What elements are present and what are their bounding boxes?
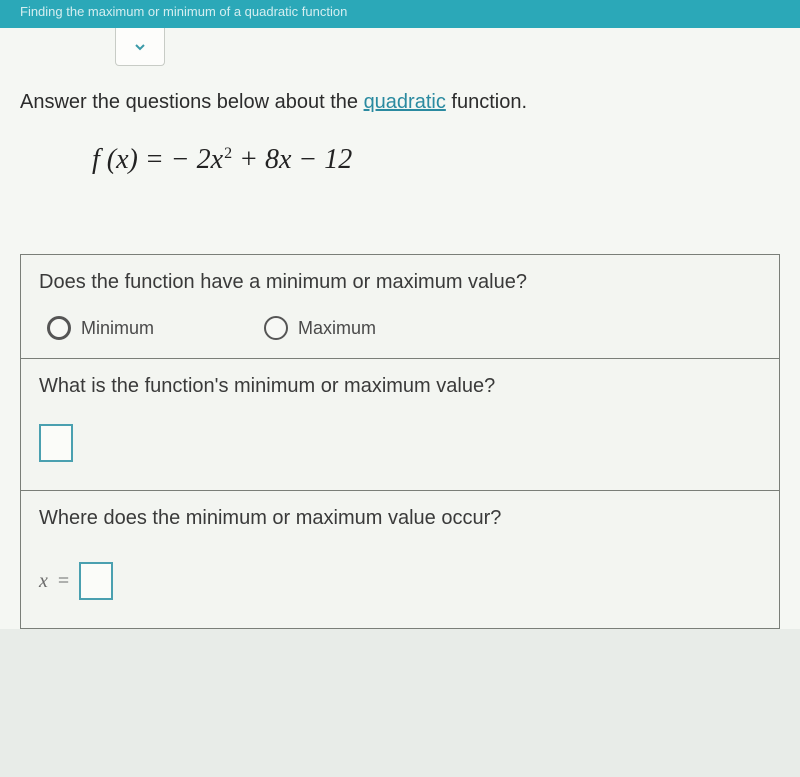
- quadratic-link[interactable]: quadratic: [364, 91, 446, 113]
- q3-equals: =: [58, 570, 69, 593]
- equation-display: f (x) = − 2x2 + 8x − 12: [20, 116, 780, 186]
- expand-dropdown[interactable]: [115, 28, 165, 66]
- question-1: Does the function have a minimum or maxi…: [21, 255, 779, 359]
- radio-maximum[interactable]: Maximum: [264, 316, 376, 340]
- prompt-post: function.: [446, 91, 527, 113]
- question-3: Where does the minimum or maximum value …: [21, 491, 779, 628]
- prompt-area: Answer the questions below about the qua…: [0, 66, 800, 194]
- radio-maximum-label: Maximum: [298, 318, 376, 339]
- eq-lhs: f (x) =: [92, 144, 171, 175]
- content-area: Answer the questions below about the qua…: [0, 28, 800, 629]
- header-bar: Finding the maximum or minimum of a quad…: [0, 0, 800, 28]
- chevron-down-icon: [132, 39, 148, 55]
- prompt-pre: Answer the questions below about the: [20, 91, 364, 113]
- radio-maximum-circle: [264, 316, 288, 340]
- eq-exp: 2: [224, 145, 232, 162]
- q3-equation: x =: [39, 556, 761, 600]
- q3-var: x: [39, 570, 48, 593]
- q3-label: Where does the minimum or maximum value …: [39, 507, 761, 530]
- question-2: What is the function's minimum or maximu…: [21, 359, 779, 491]
- q2-answer-input[interactable]: [39, 424, 73, 462]
- prompt-text: Answer the questions below about the qua…: [20, 88, 780, 116]
- q2-label: What is the function's minimum or maximu…: [39, 375, 761, 398]
- radio-minimum-label: Minimum: [81, 318, 154, 339]
- radio-minimum[interactable]: Minimum: [47, 316, 154, 340]
- header-title: Finding the maximum or minimum of a quad…: [20, 4, 347, 19]
- question-table: Does the function have a minimum or maxi…: [20, 254, 780, 629]
- radio-minimum-circle: [47, 316, 71, 340]
- q1-label: Does the function have a minimum or maxi…: [39, 271, 761, 294]
- q1-radio-group: Minimum Maximum: [39, 316, 761, 340]
- q3-answer-input[interactable]: [79, 562, 113, 600]
- eq-rhs-a: − 2x: [171, 144, 223, 175]
- eq-rhs-b: + 8x − 12: [232, 144, 352, 175]
